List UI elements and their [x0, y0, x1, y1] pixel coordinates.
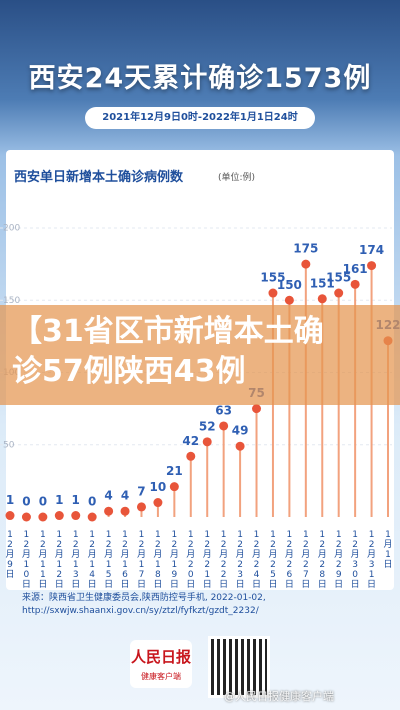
dot — [268, 288, 278, 298]
dot — [252, 404, 262, 414]
logo-text: 人民日报 — [130, 648, 191, 666]
unit: (单位:例) — [218, 173, 256, 183]
value-label: 174 — [359, 243, 384, 257]
dot — [169, 482, 179, 492]
x-tick-label: 12月27日 — [301, 530, 311, 590]
logo-sub: 健康客户端 — [141, 672, 181, 681]
value-label: 42 — [182, 434, 199, 448]
dot — [317, 294, 327, 304]
logo[interactable]: 人民日报 健康客户端 — [130, 640, 192, 688]
source-line: 来源：陕西省卫生健康委员会,陕西防控号手机, 2022-01-02, — [22, 593, 266, 603]
x-tick-label: 12月13日 — [71, 530, 81, 590]
headline[interactable]: 【31省区市新增本土确诊57例陕西43例 — [12, 314, 324, 389]
qr-code — [208, 636, 270, 698]
x-tick-label: 12月30日 — [350, 530, 360, 590]
value-label: 1 — [55, 493, 63, 507]
dot — [334, 288, 344, 298]
dot — [120, 506, 130, 516]
source: 来源：陕西省卫生健康委员会,陕西防控号手机, 2022-01-02, http:… — [22, 592, 382, 618]
value-label: 4 — [121, 489, 129, 503]
x-tick-label: 1月1日 — [383, 530, 393, 570]
watermark: @人民日报健康客户端 — [224, 690, 334, 703]
x-tick-label: 12月29日 — [334, 530, 344, 590]
value-label: 49 — [232, 424, 249, 438]
y-tick-label: 50 — [3, 440, 15, 450]
x-tick-label: 12月10日 — [21, 530, 31, 590]
dot — [367, 261, 377, 271]
x-tick-label: 12月16日 — [120, 530, 130, 590]
dot — [235, 441, 245, 451]
value-label: 150 — [277, 278, 302, 292]
x-tick-label: 12月9日 — [5, 530, 15, 580]
x-tick-label: 12月31日 — [367, 530, 377, 590]
source-link[interactable]: http://sxwjw.shaanxi.gov.cn/sy/ztzl/fyfk… — [22, 606, 259, 616]
x-tick-label: 12月14日 — [87, 530, 97, 590]
x-tick-label: 12月23日 — [235, 530, 245, 590]
value-label: 63 — [215, 403, 232, 417]
dot — [301, 259, 311, 269]
dot — [87, 512, 97, 522]
x-tick-label: 12月20日 — [186, 530, 196, 590]
dot — [153, 498, 163, 508]
dot — [284, 295, 294, 305]
dot — [5, 511, 15, 521]
x-tick-label: 12月18日 — [153, 530, 163, 590]
x-tick-label: 12月19日 — [169, 530, 179, 590]
x-tick-label: 12月15日 — [104, 530, 114, 590]
value-label: 175 — [293, 242, 318, 256]
x-tick-label: 12月25日 — [268, 530, 278, 590]
dot — [71, 511, 81, 521]
value-label: 7 — [137, 484, 145, 498]
value-label: 155 — [260, 271, 285, 285]
dot — [186, 451, 196, 461]
x-tick-label: 12月11日 — [38, 530, 48, 590]
overlay-band — [0, 305, 400, 405]
dot — [202, 437, 212, 447]
dot — [219, 421, 229, 431]
x-tick-label: 12月26日 — [284, 530, 294, 590]
x-tick-label: 12月21日 — [202, 530, 212, 590]
dot — [104, 506, 114, 516]
period: 2021年12月9日0时-2022年1月1日24时 — [85, 107, 315, 129]
value-label: 0 — [22, 495, 30, 509]
value-label: 0 — [39, 495, 47, 509]
value-label: 151 — [310, 276, 335, 290]
x-tick-label: 12月17日 — [136, 530, 146, 590]
x-tick-label: 12月28日 — [317, 530, 327, 590]
value-label: 4 — [104, 489, 112, 503]
value-label: 21 — [166, 464, 183, 478]
value-label: 155 — [326, 271, 351, 285]
value-label: 161 — [343, 262, 368, 276]
x-tick-label: 12月22日 — [219, 530, 229, 590]
dot — [21, 512, 31, 522]
dot — [136, 502, 146, 512]
chart-title: 西安单日新增本土确诊病例数 — [14, 170, 184, 185]
x-tick-label: 12月24日 — [252, 530, 262, 590]
value-label: 1 — [72, 493, 80, 507]
value-label: 1 — [6, 493, 14, 507]
dot — [54, 511, 64, 521]
value-label: 0 — [88, 495, 96, 509]
dot — [350, 279, 360, 289]
value-label: 52 — [199, 419, 216, 433]
page-title: 西安24天累计确诊1573例 — [28, 63, 372, 94]
dot — [38, 512, 48, 522]
x-tick-label: 12月12日 — [54, 530, 64, 590]
y-tick-label: 150 — [3, 296, 20, 306]
y-tick-label: 200 — [3, 224, 20, 234]
value-label: 10 — [150, 480, 167, 494]
